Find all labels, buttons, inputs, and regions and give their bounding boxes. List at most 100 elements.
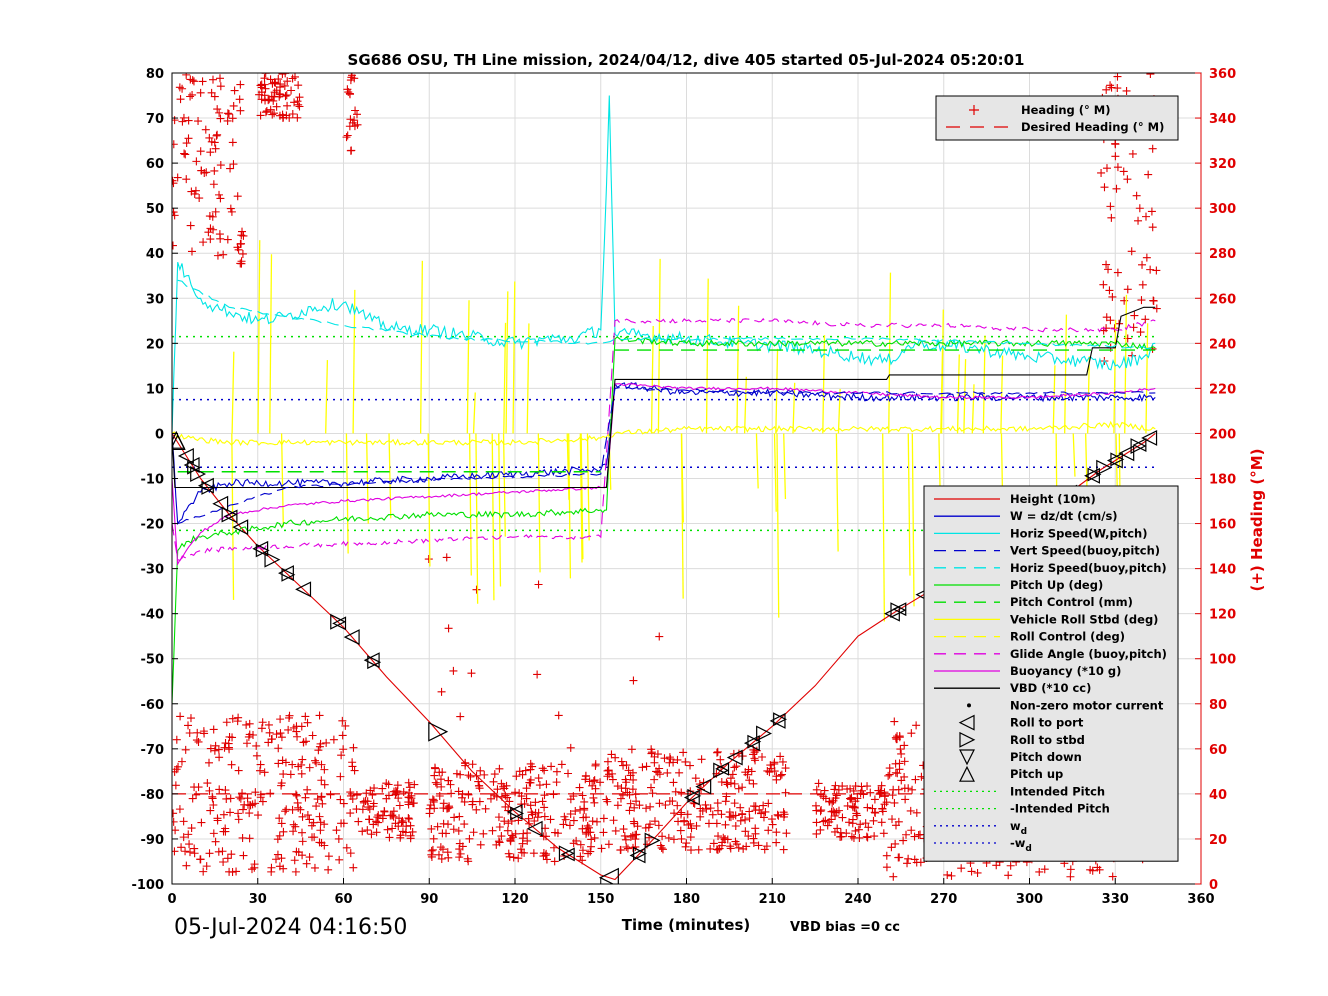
heading-point <box>528 810 537 819</box>
heading-point <box>540 803 549 812</box>
heading-point <box>814 779 823 788</box>
heading-point <box>843 801 852 810</box>
heading-point <box>488 826 497 835</box>
y-tick-label: 30 <box>146 292 164 307</box>
heading-point <box>902 830 911 839</box>
heading-point <box>186 714 195 723</box>
heading-point <box>891 821 900 830</box>
heading-point <box>288 760 297 769</box>
heading-point <box>181 150 190 159</box>
heading-point <box>216 82 225 91</box>
legend-label: Intended Pitch <box>1010 784 1105 798</box>
heading-point <box>515 789 524 798</box>
x-tick-label: 360 <box>1187 892 1214 907</box>
heading-point <box>175 83 184 92</box>
legend-label: -Intended Pitch <box>1010 802 1110 816</box>
heading-point <box>348 762 357 771</box>
heading-point <box>222 718 231 727</box>
legend-label: Non-zero motor current <box>1010 698 1164 712</box>
heading-point <box>297 828 306 837</box>
heading-point <box>426 801 435 810</box>
heading-point <box>590 776 599 785</box>
heading-point <box>281 758 290 767</box>
heading-point <box>628 785 637 794</box>
heading-point <box>455 812 464 821</box>
y-right-tick-label: 320 <box>1209 157 1236 172</box>
heading-point <box>592 817 601 826</box>
heading-point <box>721 797 730 806</box>
heading-point <box>529 849 538 858</box>
heading-point <box>298 755 307 764</box>
heading-point <box>361 796 370 805</box>
motor-marker <box>1084 467 1100 484</box>
legend-swatch <box>959 749 975 766</box>
heading-point <box>216 194 225 203</box>
roll-spike <box>888 272 892 434</box>
heading-point <box>584 823 593 832</box>
heading-point <box>770 767 779 776</box>
heading-point <box>589 793 598 802</box>
heading-point <box>179 817 188 826</box>
heading-point <box>749 779 758 788</box>
heading-point <box>363 826 372 835</box>
heading-point <box>467 669 476 678</box>
heading-point <box>540 812 549 821</box>
heading-point <box>229 101 238 110</box>
heading-point <box>655 632 664 641</box>
heading-point <box>480 770 489 779</box>
heading-point <box>346 809 355 818</box>
heading-point <box>889 785 898 794</box>
heading-point <box>211 207 220 216</box>
heading-point <box>227 207 236 216</box>
y-tick-label: -100 <box>131 878 164 893</box>
heading-point <box>1110 324 1119 333</box>
series-line <box>177 279 1156 350</box>
motor-marker <box>183 457 200 473</box>
heading-point <box>228 138 237 147</box>
heading-point <box>294 100 303 109</box>
heading-point <box>853 811 862 820</box>
heading-point <box>206 744 215 753</box>
y-tick-label: -90 <box>141 833 165 848</box>
heading-point <box>256 81 265 90</box>
heading-point <box>895 853 904 862</box>
heading-point <box>749 802 758 811</box>
heading-point <box>281 92 290 101</box>
roll-spike <box>907 433 911 576</box>
heading-point <box>1102 164 1111 173</box>
heading-point <box>903 859 912 868</box>
heading-point <box>446 780 455 789</box>
heading-point <box>316 739 325 748</box>
heading-point <box>587 835 596 844</box>
heading-point <box>272 102 281 111</box>
heading-point <box>270 109 279 118</box>
heading-point <box>245 834 254 843</box>
heading-point <box>475 797 484 806</box>
heading-point <box>282 805 291 814</box>
heading-point <box>350 116 359 125</box>
heading-point <box>215 190 224 199</box>
motor-marker <box>560 847 575 862</box>
heading-point <box>298 812 307 821</box>
heading-point <box>310 833 319 842</box>
heading-point <box>286 770 295 779</box>
heading-point <box>657 843 666 852</box>
heading-point <box>204 228 213 237</box>
roll-spike <box>911 433 915 607</box>
roll-spike <box>472 392 476 434</box>
heading-point <box>273 835 282 844</box>
heading-point <box>663 768 672 777</box>
heading-point <box>747 767 756 776</box>
heading-point <box>943 870 952 879</box>
roll-spike <box>783 433 787 500</box>
heading-point <box>199 238 208 247</box>
heading-point <box>303 718 312 727</box>
heading-point <box>495 764 504 773</box>
heading-point <box>726 774 735 783</box>
heading-point <box>704 819 713 828</box>
heading-point <box>274 759 283 768</box>
heading-point <box>1093 863 1102 872</box>
heading-point <box>206 224 215 233</box>
heading-point <box>770 759 779 768</box>
heading-point <box>194 783 203 792</box>
